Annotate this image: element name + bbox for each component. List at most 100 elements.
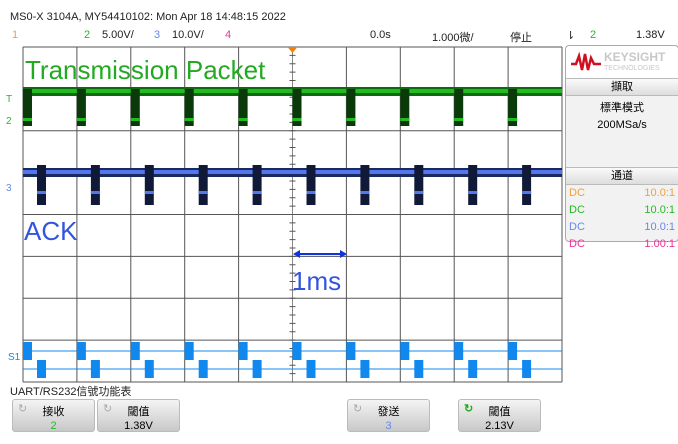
ch3-pulse xyxy=(198,165,208,205)
instrument-title: MS0-X 3104A, MY54410102: Mon Apr 18 14:4… xyxy=(10,11,286,23)
ch3-ground-marker[interactable]: 3 xyxy=(6,183,12,194)
channel-row-1[interactable]: DC 10.0:1 xyxy=(566,185,678,202)
ch3-pulse xyxy=(37,165,46,205)
channels-header[interactable]: 通道 xyxy=(566,167,678,185)
ch3-pulse-low xyxy=(252,191,262,194)
serial-rx-frame xyxy=(23,342,32,360)
rx-threshold-button[interactable]: ↻ 閾值 1.38V xyxy=(97,399,180,432)
ch3-pulse-low xyxy=(144,191,154,194)
button-value: 2.13V xyxy=(485,420,514,432)
time-offset[interactable]: 0.0s xyxy=(370,29,391,41)
ch1-label[interactable]: 1 xyxy=(12,29,19,41)
ch3-pulse xyxy=(252,165,262,205)
trigger-level[interactable]: 1.38V xyxy=(636,29,665,41)
arrow-left-icon xyxy=(293,250,300,258)
time-scale[interactable]: 1.000微/ xyxy=(432,32,474,44)
ch3-pulse xyxy=(90,165,100,205)
tx-threshold-button[interactable]: ↻ 閾值 2.13V xyxy=(458,399,541,432)
trigger-marker[interactable]: T xyxy=(6,94,13,105)
serial-tx-frame xyxy=(360,360,370,378)
ch2-pulse xyxy=(508,89,518,126)
ch3-pulse-low xyxy=(198,191,208,194)
ch3-pulse-low xyxy=(37,191,46,194)
probe: 10.0:1 xyxy=(644,187,675,199)
serial-tx-frame xyxy=(37,360,46,378)
serial-rx-frame xyxy=(292,342,302,360)
ch2-pulse xyxy=(292,89,302,126)
ch3-pulse-low xyxy=(306,191,316,194)
brand-sub: TECHNOLOGIES xyxy=(604,65,660,72)
keysight-logo: KEYSIGHT TECHNOLOGIES xyxy=(566,46,678,78)
ch3-scale[interactable]: 10.0V/ xyxy=(172,29,204,41)
rotate-knob-icon: ↻ xyxy=(353,403,363,415)
ch2-pulse xyxy=(23,89,32,126)
ch2-pulse xyxy=(400,89,410,126)
ch2-pulse-low xyxy=(184,118,194,121)
serial-rx-frame xyxy=(76,342,86,360)
side-panel: KEYSIGHT TECHNOLOGIES 擷取 標準模式 200MSa/s 通… xyxy=(565,45,678,250)
serial-tx-frame xyxy=(306,360,316,378)
trigger-source[interactable]: 2 xyxy=(590,29,597,41)
serial-bus-marker[interactable]: S1 xyxy=(8,352,21,363)
channel-row-4[interactable]: DC 1.00:1 xyxy=(566,236,678,253)
serial-tx-frame xyxy=(144,360,154,378)
ch4-label[interactable]: 4 xyxy=(225,29,232,41)
arrow-right-icon xyxy=(340,250,347,258)
ch2-pulse xyxy=(130,89,140,126)
ch2-scale[interactable]: 5.00V/ xyxy=(102,29,134,41)
serial-tx-frame xyxy=(414,360,424,378)
ch2-pulse-low xyxy=(400,118,410,121)
ch2-pulse-low xyxy=(130,118,140,121)
ch2-pulse-low xyxy=(508,118,518,121)
ch3-trace-core xyxy=(23,170,562,174)
ch2-pulse xyxy=(184,89,194,126)
ch3-label[interactable]: 3 xyxy=(154,29,161,41)
serial-rx-frame xyxy=(508,342,518,360)
ch2-pulse-low xyxy=(238,118,248,121)
acquisition-mode: 標準模式 xyxy=(600,102,644,114)
button-label: 接收 xyxy=(42,406,65,418)
serial-tx-frame xyxy=(468,360,478,378)
transmission-annotation: Transmission Packet xyxy=(25,55,266,85)
serial-rx-frame xyxy=(130,342,140,360)
transmit-button[interactable]: ↻ 發送 3 xyxy=(347,399,430,432)
button-label: 閾值 xyxy=(488,406,511,418)
serial-rx-frame xyxy=(238,342,248,360)
coupling: DC xyxy=(569,204,585,216)
channel-row-2[interactable]: DC 10.0:1 xyxy=(566,202,678,219)
waveform-display[interactable] xyxy=(0,0,565,390)
probe: 1.00:1 xyxy=(644,238,675,250)
serial-rx-frame xyxy=(346,342,356,360)
ch3-pulse xyxy=(306,165,316,205)
ch2-pulse-low xyxy=(346,118,356,121)
probe: 10.0:1 xyxy=(644,221,675,233)
button-value: 3 xyxy=(385,420,392,432)
serial-tx-frame xyxy=(90,360,100,378)
ch3-pulse xyxy=(468,165,478,205)
serial-rx-frame xyxy=(184,342,194,360)
ch2-pulse-low xyxy=(76,118,86,121)
run-state[interactable]: 停止 xyxy=(510,32,532,44)
coupling: DC xyxy=(569,221,585,233)
brand-name: KEYSIGHT xyxy=(604,50,666,64)
ch2-ground-marker[interactable]: 2 xyxy=(6,116,12,127)
serial-tx-frame xyxy=(522,360,532,378)
channel-row-3[interactable]: DC 10.0:1 xyxy=(566,219,678,236)
ch3-pulse-low xyxy=(414,191,424,194)
ch2-pulse xyxy=(454,89,464,126)
trigger-edge-icon: ⇂ xyxy=(566,30,576,42)
serial-tx-frame xyxy=(252,360,262,378)
receive-button[interactable]: ↻ 接收 2 xyxy=(12,399,95,432)
button-value: 2 xyxy=(50,420,57,432)
ack-annotation: ACK xyxy=(24,216,78,246)
coupling: DC xyxy=(569,187,585,199)
acquisition-header[interactable]: 擷取 xyxy=(566,78,678,96)
button-value: 1.38V xyxy=(124,420,153,432)
coupling: DC xyxy=(569,238,585,250)
serial-rx-frame xyxy=(400,342,410,360)
probe: 10.0:1 xyxy=(644,204,675,216)
ch3-pulse-low xyxy=(468,191,478,194)
ch2-label[interactable]: 2 xyxy=(84,29,91,41)
ch3-pulse-low xyxy=(522,191,532,194)
